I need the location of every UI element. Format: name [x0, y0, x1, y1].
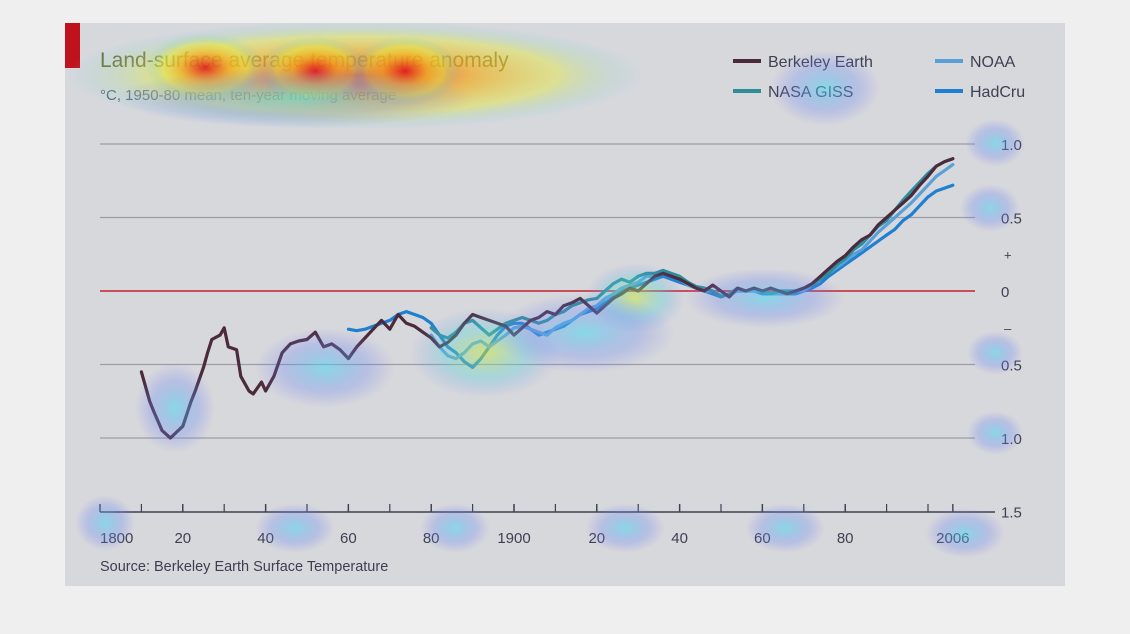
series-lines: [139, 157, 955, 440]
legend-label: NOAA: [970, 54, 1016, 71]
legend-label: Berkeley Earth: [768, 54, 873, 71]
x-tick-label: 80: [837, 530, 854, 547]
x-tick-label: 1800: [100, 530, 133, 547]
x-tick-label: 20: [174, 530, 191, 547]
x-tick-label: 2006: [936, 530, 969, 547]
y-tick-label: 1.0: [1001, 431, 1022, 448]
y-tick-label: 0.5: [1001, 358, 1022, 375]
y-tick-label: 0.5: [1001, 211, 1022, 228]
grid-lines: [100, 143, 975, 439]
x-tick-label: 40: [257, 530, 274, 547]
x-tick-label: 1900: [497, 530, 530, 547]
x-tick-label: 20: [588, 530, 605, 547]
chart-title: Land-surface average temperature anomaly: [100, 49, 509, 72]
chart-subtitle: °C, 1950-80 mean, ten-year moving averag…: [100, 87, 396, 104]
chart-panel: Land-surface average temperature anomaly…: [65, 23, 1065, 586]
y-tick-label: 1.5: [1001, 505, 1022, 522]
x-tick-label: 60: [754, 530, 771, 547]
x-tick-label: 60: [340, 530, 357, 547]
legend-label: NASA GISS: [768, 84, 853, 101]
axis: 1.0 0.5 0 0.5 1.0 1.5 + – 1800 20 40 60 80 1900 20 40 60…: [99, 137, 1022, 547]
y-tick-label: 0: [1001, 284, 1009, 301]
chart-source: Source: Berkeley Earth Surface Temperatu…: [100, 559, 388, 575]
y-sign-marker: +: [1004, 247, 1012, 262]
series-line-nasa-giss: [429, 157, 955, 340]
chart: Land-surface average temperature anomaly…: [99, 49, 1025, 575]
legend: Berkeley Earth NASA GISS NOAA HadCru: [733, 54, 1025, 101]
y-tick-label: 1.0: [1001, 137, 1022, 154]
legend-label: HadCru: [970, 84, 1025, 101]
x-tick-label: 80: [423, 530, 440, 547]
y-sign-marker: –: [1004, 321, 1012, 336]
series-line-berkeley-earth: [139, 157, 955, 440]
x-tick-label: 40: [671, 530, 688, 547]
